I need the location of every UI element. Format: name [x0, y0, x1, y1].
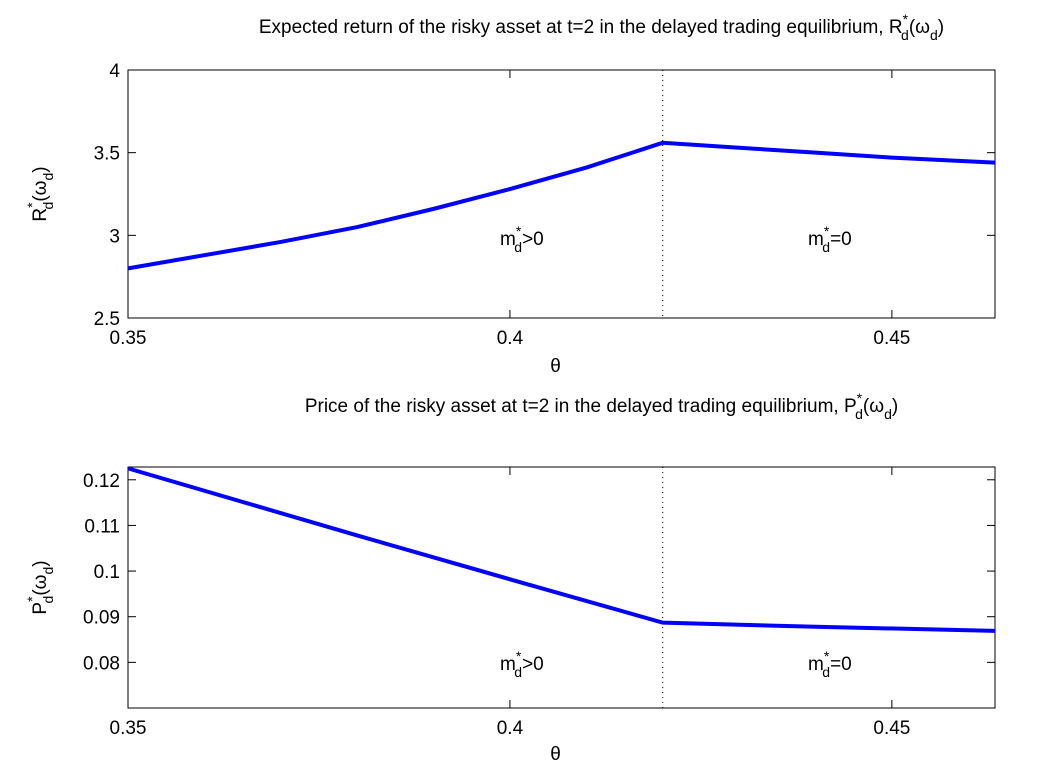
data-line	[127, 140, 996, 271]
annotation: m* d>0	[500, 648, 544, 680]
x-tick-label: 0.4	[497, 718, 524, 739]
superscript: *	[824, 648, 830, 664]
text-run: >0	[522, 654, 544, 675]
y-tick-label: 3.5	[94, 144, 120, 165]
plot-area	[127, 466, 996, 709]
text-run: P	[30, 602, 51, 615]
text-run: =0	[830, 654, 852, 675]
text-run: )	[30, 166, 51, 172]
superscript: *	[516, 648, 522, 664]
y-tick-label: 0.1	[94, 562, 120, 583]
text-run: m	[500, 654, 516, 675]
subscript: d	[901, 27, 909, 43]
superscript: *	[516, 223, 522, 239]
superscript: *	[24, 596, 40, 602]
text-run: R	[30, 208, 51, 222]
y-axis-label: R*d(ωd)	[24, 166, 56, 221]
text-run: m	[808, 654, 824, 675]
subscript: d	[40, 596, 56, 604]
y-tick-label: 4	[109, 61, 120, 82]
text-run: (ω	[863, 396, 884, 417]
y-tick-label: 0.08	[83, 653, 120, 674]
y-tick-label: 0.09	[83, 608, 120, 629]
text-run: >0	[522, 229, 544, 250]
subscript: d	[822, 239, 830, 255]
text-run: θ	[550, 356, 561, 377]
subscript: d	[40, 173, 56, 181]
subscript: d	[822, 664, 830, 680]
chart-title: Expected return of the risky asset at t=…	[259, 11, 944, 43]
annotation: m* d=0	[808, 223, 852, 255]
x-tick-label: 0.45	[873, 328, 910, 349]
text-run: Price of the risky asset at t=2 in the d…	[305, 396, 857, 417]
superscript: *	[903, 11, 909, 27]
subscript: d	[40, 567, 56, 575]
data-line	[127, 466, 996, 633]
text-run: Expected return of the risky asset at t=…	[259, 17, 903, 38]
subscript: d	[884, 406, 892, 422]
text-run: m	[808, 229, 824, 250]
x-tick-label: 0.35	[110, 328, 147, 349]
subscript: d	[40, 202, 56, 210]
superscript: *	[824, 223, 830, 239]
x-axis-label: θ	[550, 356, 561, 377]
text-run: )	[938, 17, 944, 38]
superscript: *	[24, 202, 40, 208]
superscript: *	[857, 390, 863, 406]
plot-area	[127, 69, 996, 319]
y-tick-label: 2.5	[94, 309, 120, 330]
text-run: =0	[830, 229, 852, 250]
y-tick-label: 3	[109, 226, 120, 247]
chart-title: Price of the risky asset at t=2 in the d…	[305, 390, 898, 422]
subscript: d	[855, 406, 863, 422]
text-run: (ω	[909, 17, 930, 38]
x-tick-label: 0.4	[497, 328, 524, 349]
subscript: d	[514, 239, 522, 255]
y-tick-label: 0.11	[84, 516, 120, 537]
x-tick-label: 0.35	[110, 718, 147, 739]
annotation: m* d>0	[500, 223, 544, 255]
annotation: m* d=0	[808, 648, 852, 680]
y-axis-label: P*d(ωd)	[24, 560, 56, 614]
text-run: (ω	[30, 574, 51, 595]
x-axis-label: θ	[550, 744, 561, 765]
text-run: )	[30, 560, 51, 566]
text-run: m	[500, 229, 516, 250]
text-run: )	[892, 396, 898, 417]
x-tick-label: 0.45	[873, 718, 910, 739]
subscript: d	[930, 27, 938, 43]
y-tick-label: 0.12	[83, 471, 120, 492]
text-run: (ω	[30, 180, 51, 201]
subscript: d	[514, 664, 522, 680]
text-run: θ	[550, 744, 561, 765]
